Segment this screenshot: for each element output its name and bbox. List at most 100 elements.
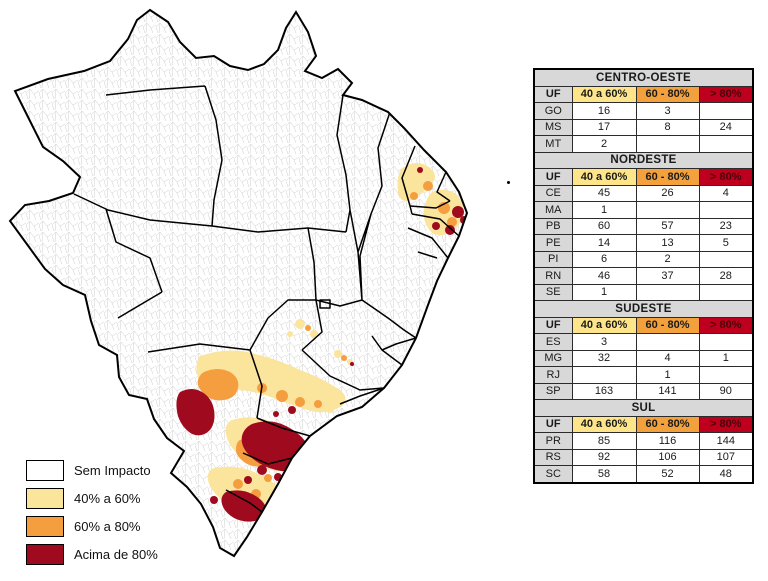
uf-cell: ES bbox=[533, 333, 573, 351]
state-borders bbox=[73, 85, 460, 513]
uf-cell: MT bbox=[533, 135, 573, 153]
data-row: ES 3 bbox=[533, 333, 754, 351]
legend-label: Acima de 80% bbox=[74, 546, 158, 562]
value-cell: 23 bbox=[698, 217, 754, 235]
value-cell: 8 bbox=[635, 118, 700, 136]
legend-label: 40% a 60% bbox=[74, 490, 141, 506]
data-row: SP 163 141 90 bbox=[533, 382, 754, 400]
column-header-row: UF 40 a 60% 60 - 80% > 80% bbox=[533, 85, 754, 103]
value-cell: 3 bbox=[571, 333, 637, 351]
value-cell: 32 bbox=[571, 349, 637, 367]
column-header: UF bbox=[533, 316, 573, 334]
uf-cell: GO bbox=[533, 102, 573, 120]
value-cell: 3 bbox=[635, 102, 700, 120]
value-cell: 37 bbox=[635, 267, 700, 285]
data-row: GO 16 3 bbox=[533, 102, 754, 120]
legend-item-40-60: 40% a 60% bbox=[26, 487, 158, 509]
value-cell: 60 bbox=[571, 217, 637, 235]
data-row: MA 1 bbox=[533, 201, 754, 219]
legend-label: Sem Impacto bbox=[74, 462, 151, 478]
value-cell bbox=[635, 201, 700, 219]
value-cell: 28 bbox=[698, 267, 754, 285]
value-cell bbox=[571, 366, 637, 384]
uf-cell: MS bbox=[533, 118, 573, 136]
column-header-row: UF 40 a 60% 60 - 80% > 80% bbox=[533, 316, 754, 334]
region-title: SUDESTE bbox=[533, 300, 754, 318]
column-header: > 80% bbox=[698, 415, 754, 433]
legend-item-no-impact: Sem Impacto bbox=[26, 459, 158, 481]
uf-cell: SC bbox=[533, 465, 573, 483]
column-header: UF bbox=[533, 168, 573, 186]
value-cell: 52 bbox=[635, 465, 700, 483]
value-cell: 144 bbox=[698, 432, 754, 450]
value-cell: 107 bbox=[698, 448, 754, 466]
region-title: CENTRO-OESTE bbox=[533, 68, 754, 87]
uf-cell: SE bbox=[533, 283, 573, 301]
value-cell: 1 bbox=[635, 366, 700, 384]
region-header-row: SUDESTE bbox=[533, 300, 754, 318]
column-header: > 80% bbox=[698, 316, 754, 334]
uf-cell: PE bbox=[533, 234, 573, 252]
column-header-row: UF 40 a 60% 60 - 80% > 80% bbox=[533, 415, 754, 433]
data-row: PE 14 13 5 bbox=[533, 234, 754, 252]
value-cell: 5 bbox=[698, 234, 754, 252]
uf-cell: PR bbox=[533, 432, 573, 450]
high-impact-swatch bbox=[26, 543, 64, 565]
value-cell: 2 bbox=[571, 135, 637, 153]
value-cell bbox=[635, 283, 700, 301]
data-row: CE 45 26 4 bbox=[533, 184, 754, 202]
column-header: 60 - 80% bbox=[635, 316, 700, 334]
map-legend: Sem Impacto 40% a 60% 60% a 80% Acima de… bbox=[26, 459, 158, 571]
region-header-row: NORDESTE bbox=[533, 151, 754, 169]
region-title: SUL bbox=[533, 399, 754, 417]
region-header-row: CENTRO-OESTE bbox=[533, 68, 754, 87]
brazil-map-svg bbox=[9, 9, 468, 557]
brazil-choropleth-map bbox=[9, 9, 468, 557]
impact-table: CENTRO-OESTE UF 40 a 60% 60 - 80% > 80% GO 16 3… bbox=[533, 68, 755, 484]
value-cell bbox=[698, 201, 754, 219]
uf-cell: PB bbox=[533, 217, 573, 235]
data-row: MT 2 bbox=[533, 135, 754, 153]
legend-item-60-80: 60% a 80% bbox=[26, 515, 158, 537]
data-row: SE 1 bbox=[533, 283, 754, 301]
data-row: RJ 1 bbox=[533, 366, 754, 384]
value-cell: 141 bbox=[635, 382, 700, 400]
uf-cell: PI bbox=[533, 250, 573, 268]
column-header: UF bbox=[533, 415, 573, 433]
column-header: 40 a 60% bbox=[571, 168, 637, 186]
value-cell: 85 bbox=[571, 432, 637, 450]
value-cell: 14 bbox=[571, 234, 637, 252]
no-impact-swatch bbox=[26, 459, 64, 481]
column-header: 60 - 80% bbox=[635, 85, 700, 103]
value-cell: 46 bbox=[571, 267, 637, 285]
value-cell: 48 bbox=[698, 465, 754, 483]
value-cell: 57 bbox=[635, 217, 700, 235]
column-header: 60 - 80% bbox=[635, 168, 700, 186]
value-cell: 6 bbox=[571, 250, 637, 268]
value-cell: 92 bbox=[571, 448, 637, 466]
column-header: > 80% bbox=[698, 85, 754, 103]
value-cell: 1 bbox=[698, 349, 754, 367]
uf-cell: CE bbox=[533, 184, 573, 202]
value-cell bbox=[698, 333, 754, 351]
value-cell: 90 bbox=[698, 382, 754, 400]
value-cell: 1 bbox=[571, 283, 637, 301]
column-header: > 80% bbox=[698, 168, 754, 186]
column-header-row: UF 40 a 60% 60 - 80% > 80% bbox=[533, 168, 754, 186]
data-row: RS 92 106 107 bbox=[533, 448, 754, 466]
value-cell: 26 bbox=[635, 184, 700, 202]
column-header: 40 a 60% bbox=[571, 85, 637, 103]
data-row: MG 32 4 1 bbox=[533, 349, 754, 367]
column-header: 60 - 80% bbox=[635, 415, 700, 433]
low-impact-swatch bbox=[26, 487, 64, 509]
value-cell bbox=[635, 135, 700, 153]
value-cell: 16 bbox=[571, 102, 637, 120]
value-cell: 13 bbox=[635, 234, 700, 252]
data-row: PR 85 116 144 bbox=[533, 432, 754, 450]
data-row: SC 58 52 48 bbox=[533, 465, 754, 483]
value-cell bbox=[698, 102, 754, 120]
value-cell bbox=[635, 333, 700, 351]
uf-cell: MA bbox=[533, 201, 573, 219]
value-cell bbox=[698, 283, 754, 301]
uf-cell: RJ bbox=[533, 366, 573, 384]
